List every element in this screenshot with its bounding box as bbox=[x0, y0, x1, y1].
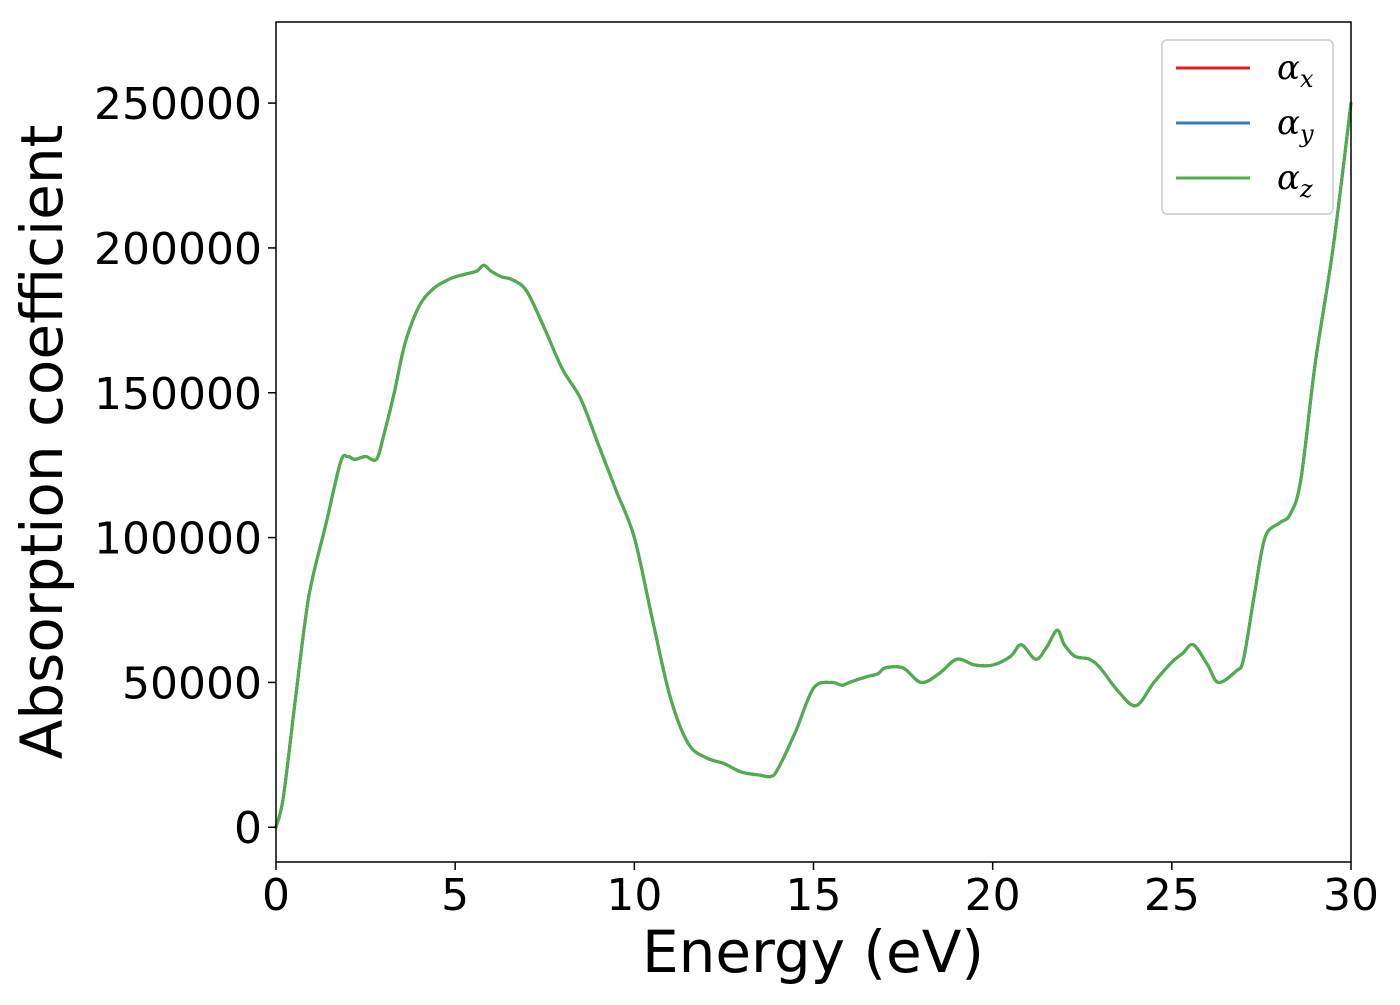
series-layer bbox=[274, 101, 1353, 829]
legend: αx αy αz bbox=[1161, 39, 1334, 215]
x-ticks: 0 5 10 15 20 25 30 bbox=[262, 862, 1379, 921]
y-tick-label: 0 bbox=[234, 803, 262, 854]
legend-label-2: αy bbox=[1277, 103, 1314, 148]
x-axis-title: Energy (eV) bbox=[642, 918, 984, 986]
y-axis-title: Absorption coefficient bbox=[8, 125, 76, 760]
y-tick-label: 150000 bbox=[94, 369, 262, 420]
x-tick-label: 30 bbox=[1323, 870, 1379, 921]
x-tick-label: 15 bbox=[786, 870, 842, 921]
y-tick-label: 250000 bbox=[94, 79, 262, 130]
x-tick-label: 25 bbox=[1144, 870, 1200, 921]
legend-box bbox=[1161, 39, 1334, 215]
y-tick-label: 200000 bbox=[94, 224, 262, 275]
x-tick-label: 10 bbox=[606, 870, 662, 921]
x-tick-label: 5 bbox=[441, 870, 469, 921]
y-tick-label: 50000 bbox=[122, 658, 262, 709]
y-ticks: 0 50000 100000 150000 200000 250000 bbox=[94, 79, 276, 854]
x-tick-label: 20 bbox=[965, 870, 1021, 921]
y-tick-label: 100000 bbox=[94, 514, 262, 565]
x-tick-label: 0 bbox=[262, 870, 290, 921]
legend-label-3: αz bbox=[1277, 158, 1313, 203]
legend-label-1: αx bbox=[1277, 48, 1314, 93]
series-line-3 bbox=[274, 101, 1353, 829]
